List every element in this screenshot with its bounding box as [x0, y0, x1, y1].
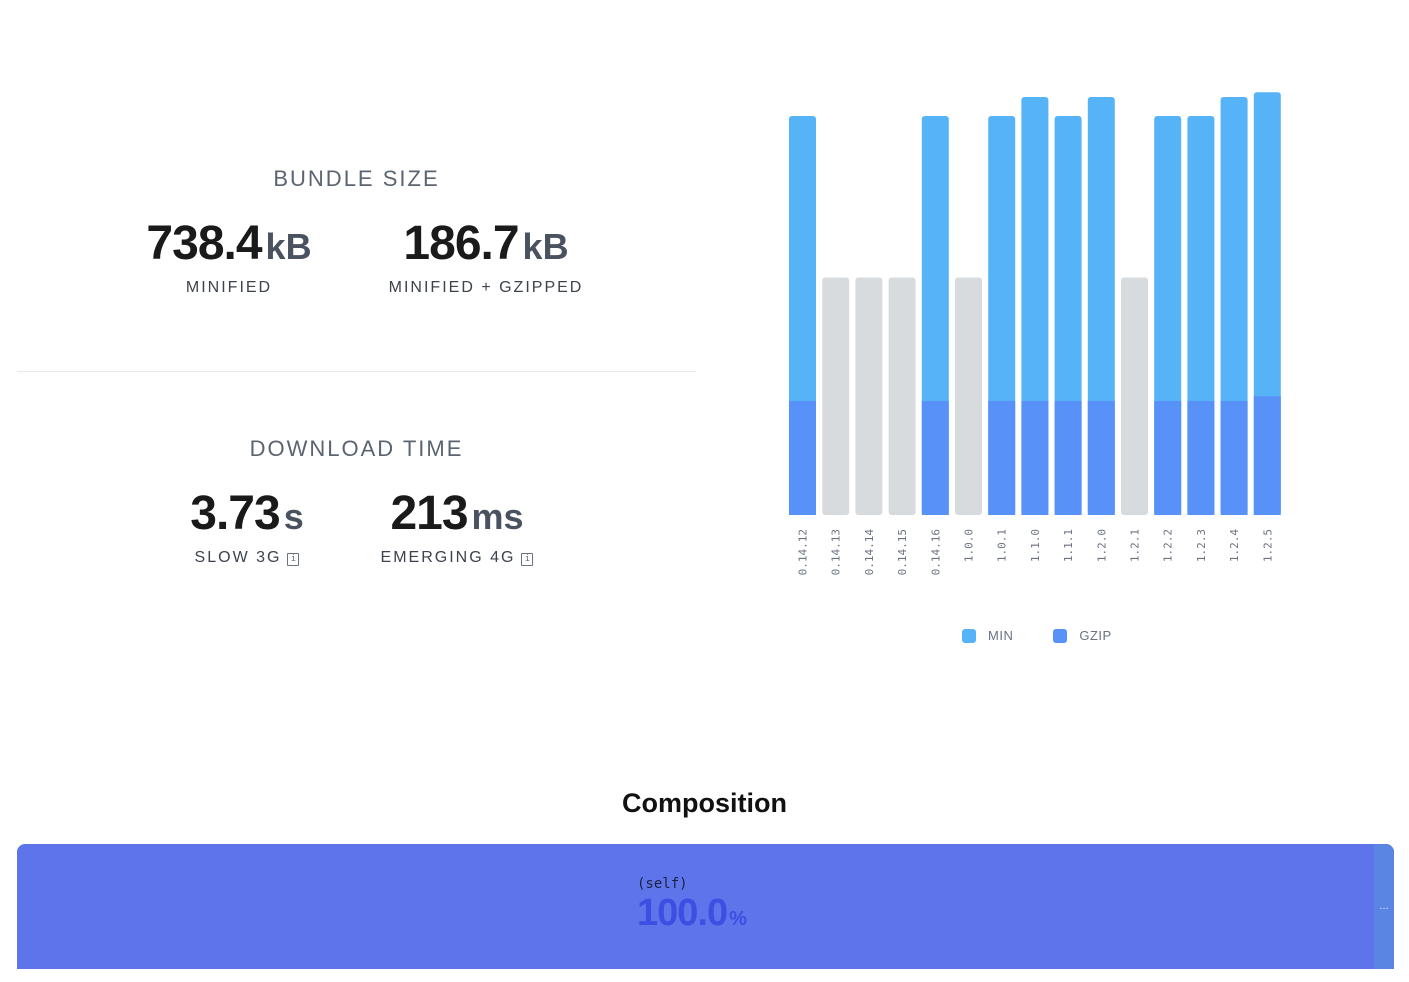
chart-legend: MIN GZIP: [962, 628, 1112, 643]
composition-item-name: (self): [637, 876, 688, 892]
bar-gzip-1.1.1[interactable]: [1054, 401, 1082, 515]
tick-label-1.1.0: 1.1.0: [1029, 529, 1042, 562]
tick-label-1.2.0: 1.2.0: [1095, 529, 1108, 562]
composition-item: (self) 100.0%: [637, 876, 747, 935]
minified-label: MINIFIED: [185, 279, 273, 296]
tick-label-1.1.1: 1.1.1: [1062, 529, 1075, 562]
legend-swatch-min: [962, 628, 976, 643]
info-icon[interactable]: i: [521, 553, 534, 566]
legend-label-min: MIN: [988, 628, 1014, 643]
stats-panel: BUNDLE SIZE 738.4 kB MINIFIED 186.7 kB MIN…: [17, 0, 696, 700]
emerging4g-label-row: EMERGING 4G i: [367, 549, 547, 567]
minified-stat: 738.4 kB MINIFIED: [119, 216, 339, 297]
tick-label-0.14.13: 0.14.13: [830, 529, 843, 575]
bar-unavailable-0.14.15[interactable]: [888, 277, 916, 516]
gzipped-unit: kB: [522, 226, 569, 267]
bar-unavailable-1.0.0[interactable]: [955, 277, 982, 516]
gzipped-label: MINIFIED + GZIPPED: [388, 279, 584, 296]
bar-unavailable-0.14.13[interactable]: [822, 277, 850, 516]
tick-label-1.2.4: 1.2.4: [1228, 529, 1241, 562]
bar-unavailable-1.2.1[interactable]: [1121, 277, 1148, 516]
composition-percent: 100.0: [637, 892, 728, 934]
bar-gzip-0.14.12[interactable]: [789, 401, 816, 515]
tick-label-1.2.1: 1.2.1: [1129, 529, 1142, 562]
legend-item-gzip: GZIP: [1053, 628, 1111, 643]
slow3g-unit: s: [283, 496, 304, 537]
tick-label-1.2.5: 1.2.5: [1261, 529, 1274, 562]
tick-label-0.14.15: 0.14.15: [896, 529, 909, 575]
tick-label-1.2.2: 1.2.2: [1162, 529, 1175, 562]
bar-gzip-1.2.4[interactable]: [1220, 401, 1248, 515]
tick-label-0.14.14: 0.14.14: [863, 529, 876, 576]
bar-gzip-1.0.1[interactable]: [988, 401, 1016, 515]
legend-swatch-gzip: [1053, 628, 1068, 643]
bundle-size-title: BUNDLE SIZE: [273, 166, 440, 191]
tick-label-0.14.12: 0.14.12: [797, 529, 810, 575]
bar-gzip-1.2.5[interactable]: [1253, 396, 1281, 515]
bar-gzip-1.2.2[interactable]: [1154, 401, 1182, 515]
bar-gzip-1.2.3[interactable]: [1187, 401, 1215, 515]
tick-label-1.0.1: 1.0.1: [996, 529, 1009, 562]
slow3g-value: 3.73: [190, 487, 280, 540]
bar-unavailable-0.14.14[interactable]: [855, 277, 883, 516]
slow3g-label: SLOW 3G: [194, 549, 282, 566]
emerging4g-unit: ms: [471, 496, 524, 537]
tick-label-1.0.0: 1.0.0: [963, 529, 976, 562]
emerging4g-stat: 213 ms EMERGING 4G i: [367, 486, 547, 567]
gzipped-stat: 186.7 kB MINIFIED + GZIPPED: [377, 216, 595, 297]
legend-label-gzip: GZIP: [1079, 628, 1112, 643]
info-icon[interactable]: i: [287, 553, 300, 566]
bar-gzip-0.14.16[interactable]: [921, 401, 949, 515]
gzipped-value: 186.7: [403, 217, 519, 270]
composition-percent-symbol: %: [729, 908, 747, 930]
composition-bar[interactable]: (self) 100.0% ...: [17, 844, 1394, 969]
version-size-chart: 0.14.12 0.14.13 0.14.14 0.14.15 0.14.16 1.0.0…: [789, 92, 1281, 576]
emerging4g-value: 213: [390, 487, 468, 540]
minified-value: 738.4: [146, 217, 262, 270]
bar-gzip-1.1.0[interactable]: [1021, 401, 1049, 515]
section-divider: [17, 371, 696, 372]
bar-gzip-1.2.0[interactable]: [1087, 401, 1115, 515]
tick-label-0.14.16: 0.14.16: [929, 529, 942, 575]
emerging4g-label: EMERGING 4G: [380, 549, 516, 566]
minified-unit: kB: [265, 226, 312, 267]
legend-item-min: MIN: [962, 628, 1013, 643]
composition-title: Composition: [622, 788, 787, 818]
composition-more[interactable]: ...: [1374, 844, 1394, 969]
slow3g-stat: 3.73 s SLOW 3G i: [147, 486, 347, 567]
download-time-title: DOWNLOAD TIME: [249, 436, 464, 461]
tick-label-1.2.3: 1.2.3: [1195, 529, 1208, 562]
slow3g-label-row: SLOW 3G i: [147, 549, 347, 567]
